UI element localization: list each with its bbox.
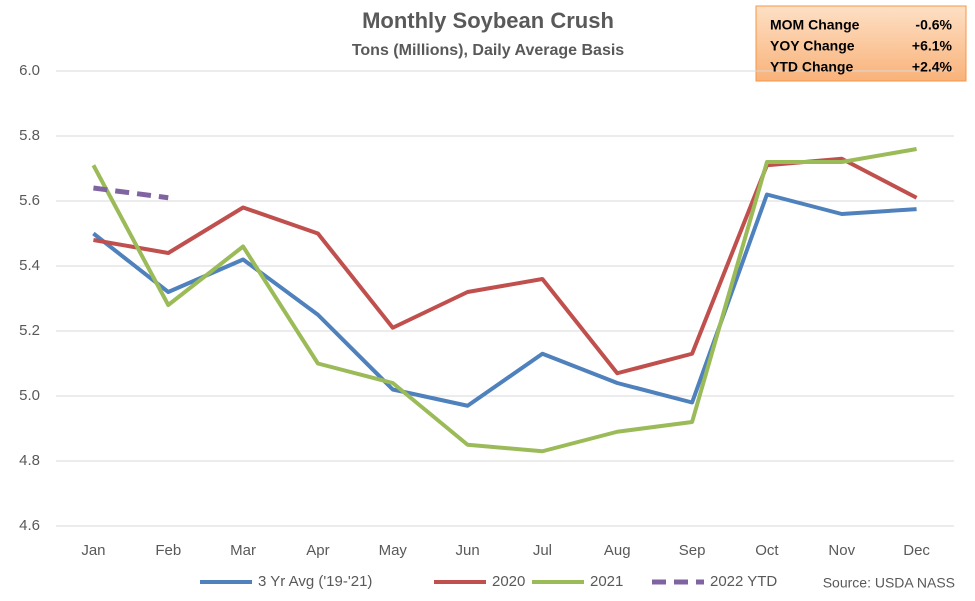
y-tick-label: 5.4	[19, 257, 40, 274]
legend-label: 2022 YTD	[710, 573, 777, 590]
y-tick-label: 4.6	[19, 517, 40, 534]
series-line	[92, 192, 917, 408]
x-tick-label: Feb	[155, 542, 181, 559]
y-tick-label: 6.0	[19, 62, 40, 79]
x-tick-label: Jun	[455, 542, 479, 559]
x-tick-label: Jul	[533, 542, 552, 559]
y-tick-label: 5.2	[19, 322, 40, 339]
series-line	[93, 156, 918, 376]
legend-label: 3 Yr Avg ('19-'21)	[258, 573, 372, 590]
info-value: +2.4%	[912, 59, 953, 75]
x-tick-label: Sep	[679, 542, 706, 559]
series-line	[93, 185, 169, 201]
chart-subtitle: Tons (Millions), Daily Average Basis	[352, 42, 624, 59]
info-label: YOY Change	[770, 38, 855, 54]
y-tick-label: 5.6	[19, 192, 40, 209]
chart-title: Monthly Soybean Crush	[362, 8, 614, 33]
legend-label: 2021	[590, 573, 623, 590]
info-label: YTD Change	[770, 59, 853, 75]
info-value: -0.6%	[915, 17, 952, 33]
y-tick-label: 5.0	[19, 387, 40, 404]
x-tick-label: Oct	[755, 542, 779, 559]
series-line	[91, 147, 917, 454]
y-tick-label: 5.8	[19, 127, 40, 144]
info-box	[755, 5, 967, 82]
x-tick-label: Aug	[604, 542, 631, 559]
x-tick-label: Nov	[828, 542, 855, 559]
y-tick-label: 4.8	[19, 452, 40, 469]
info-value: +6.1%	[912, 38, 953, 54]
legend-label: 2020	[492, 573, 525, 590]
info-label: MOM Change	[770, 17, 860, 33]
x-tick-label: Dec	[903, 542, 930, 559]
x-tick-label: Apr	[306, 542, 329, 559]
x-tick-label: Mar	[230, 542, 256, 559]
x-tick-label: May	[379, 542, 408, 559]
x-tick-label: Jan	[81, 542, 105, 559]
source: Source: USDA NASS	[823, 575, 955, 591]
